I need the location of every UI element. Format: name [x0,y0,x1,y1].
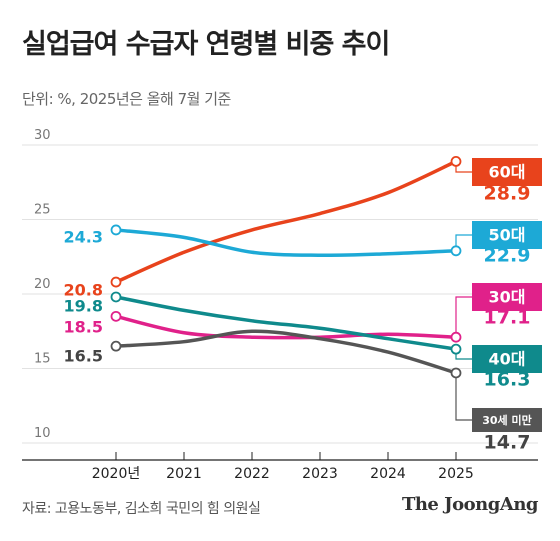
x-tick-label: 2025 [438,466,474,482]
series-line [114,314,458,340]
chart-subtitle: 단위: %, 2025년은 올해 7월 기준 [22,90,231,108]
legend-box [472,221,542,249]
x-tick-label: 2020년 [92,466,141,482]
series-line [114,295,458,351]
y-tick-label: 20 [34,277,51,292]
y-tick-label: 10 [34,426,51,441]
data-point [450,343,462,355]
data-point [110,276,122,288]
legend-box [472,283,542,311]
series-lines [110,155,472,421]
legend-label: 40대 [489,350,526,369]
gridlines [22,144,538,444]
leader-line [455,372,472,421]
data-point [110,340,122,352]
brand-logo: The JoongAng [401,494,539,515]
end-value-label: 28.9 [484,183,531,205]
y-tick-label: 15 [34,352,51,367]
end-value-label: 17.1 [484,307,531,329]
start-value-label: 20.8 [64,281,103,300]
x-tick-label: 2021 [166,466,202,482]
y-axis: 10 15 20 25 30 [34,128,51,441]
x-axis: 2020년 2021 2022 2023 2024 2025 [22,452,538,482]
legend-label: 50대 [489,226,526,245]
legend-label: 30세 미만 [482,413,532,427]
x-tick-label: 2023 [302,466,338,482]
legend-box [472,345,542,373]
start-value-label: 24.3 [64,228,103,247]
leader-line [455,296,472,338]
y-tick-label: 30 [34,128,51,143]
end-value-label: 22.9 [484,245,531,267]
data-point [450,367,462,379]
start-value-label: 18.5 [64,318,103,337]
legend-label: 30대 [489,288,526,307]
legend-label: 60대 [489,163,526,182]
x-tick-label: 2022 [234,466,270,482]
data-point [110,224,122,236]
data-point [450,245,462,257]
data-point [450,331,462,343]
chart-title: 실업급여 수급자 연령별 비중 추이 [22,29,390,60]
legend-box [472,408,542,432]
end-value-label: 14.7 [484,432,531,454]
y-tick-label: 25 [34,203,51,218]
start-value-label: 16.5 [64,347,103,366]
end-value-label: 16.3 [484,369,531,391]
series-line [114,329,458,375]
data-point [110,310,122,322]
data-point [450,155,462,167]
series-line [114,159,458,284]
legend-box [472,158,542,186]
data-point [110,291,122,303]
source-note: 자료: 고용노동부, 김소희 국민의 힘 의원실 [22,501,261,517]
series-line [114,228,458,258]
start-value-label: 19.8 [64,297,103,316]
x-tick-label: 2024 [370,466,406,482]
